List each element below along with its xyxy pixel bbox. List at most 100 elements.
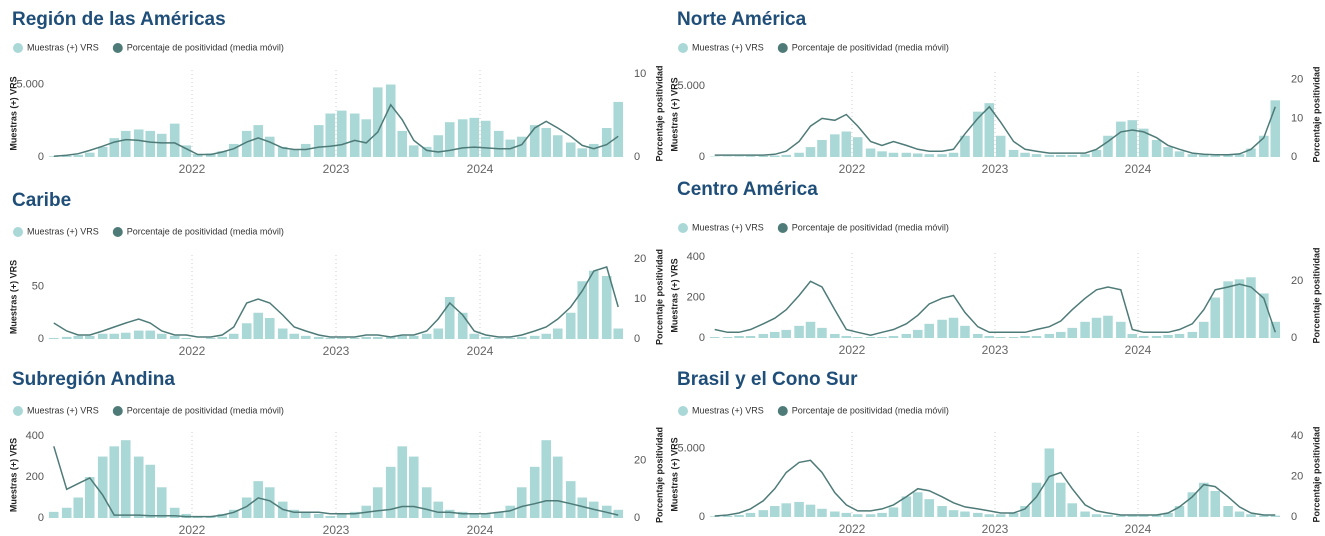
- bar: [48, 337, 59, 339]
- bar: [841, 131, 852, 157]
- chart-title: Norte América: [677, 9, 807, 30]
- bar: [241, 130, 252, 157]
- chart-panel: Caribe Muestras (+) VRS Porcentaje de posi…: [8, 190, 664, 358]
- bar: [1151, 140, 1162, 157]
- bar: [781, 154, 791, 157]
- bar: [433, 501, 444, 518]
- bar: [552, 135, 563, 157]
- bar: [277, 328, 288, 339]
- legend-marker: [678, 406, 688, 416]
- bar: [156, 487, 167, 518]
- bar: [1223, 281, 1233, 338]
- bar: [877, 336, 887, 338]
- bar: [1187, 154, 1198, 157]
- bar: [73, 497, 84, 518]
- legend-marker: [112, 406, 123, 416]
- bar: [516, 136, 527, 157]
- bar: [758, 510, 769, 517]
- bar: [397, 446, 408, 518]
- bar: [1116, 321, 1126, 338]
- bar: [120, 332, 131, 339]
- line: [53, 446, 619, 518]
- bar: [924, 323, 934, 338]
- bar: [397, 335, 408, 339]
- y-tick-label: 0: [38, 512, 44, 524]
- chart-panel: Centro América Muestras (+) VRS Porcentaje…: [669, 179, 1321, 357]
- bar: [865, 148, 876, 157]
- bar: [948, 317, 959, 338]
- bar: [444, 297, 455, 339]
- bar: [995, 135, 1006, 157]
- chart-title: Centro América: [677, 179, 818, 200]
- line: [714, 105, 1277, 156]
- bar: [960, 325, 970, 338]
- bar: [960, 135, 970, 157]
- bar: [1031, 154, 1042, 157]
- bar: [444, 122, 455, 157]
- bar: [97, 146, 108, 157]
- bar: [1259, 515, 1269, 517]
- bar: [1044, 333, 1055, 338]
- bar: [73, 154, 84, 157]
- bar: [156, 133, 167, 157]
- legend-label: Muestras (+) VRS: [692, 42, 764, 52]
- bar: [241, 497, 252, 518]
- bar: [865, 514, 876, 517]
- bar: [1103, 514, 1113, 517]
- bar: [145, 464, 156, 518]
- bar: [181, 145, 192, 157]
- line: [714, 280, 1277, 336]
- bar: [241, 323, 252, 339]
- bar: [1067, 503, 1077, 517]
- bar: [913, 329, 923, 338]
- bar: [169, 335, 180, 339]
- x-tick-label: 2022: [839, 162, 866, 176]
- chart-title: Subregión Andina: [12, 369, 175, 390]
- bar: [830, 134, 840, 157]
- bar: [924, 154, 934, 157]
- legend-marker: [777, 406, 788, 416]
- y-tick-label: 200: [687, 291, 705, 303]
- bar: [1246, 514, 1256, 517]
- bar: [960, 511, 970, 517]
- y2-tick-label: 0: [1291, 511, 1297, 523]
- bar: [408, 335, 419, 339]
- x-tick-label: 2024: [1125, 522, 1152, 536]
- bar: [794, 152, 804, 157]
- bar: [289, 149, 300, 157]
- bar: [313, 125, 324, 157]
- bar: [805, 504, 816, 517]
- bar: [228, 143, 239, 157]
- bar: [192, 154, 203, 157]
- bar: [758, 155, 769, 157]
- bar: [984, 335, 995, 338]
- bar: [480, 120, 491, 157]
- bar: [469, 333, 480, 339]
- bar: [361, 119, 372, 157]
- bar: [444, 509, 455, 518]
- bar: [1223, 506, 1233, 517]
- y2-tick-label: 0: [634, 151, 640, 163]
- bar: [97, 333, 108, 339]
- bar: [48, 156, 59, 157]
- y2-tick-label: 20: [1291, 470, 1303, 482]
- x-tick-label: 2023: [982, 343, 1009, 357]
- bar: [349, 113, 360, 157]
- bar: [361, 336, 372, 339]
- y-tick-label: 400: [26, 430, 44, 442]
- x-tick-label: 2023: [323, 523, 350, 536]
- chart-title: Caribe: [12, 190, 71, 211]
- bar: [253, 481, 264, 518]
- bar: [1138, 515, 1149, 517]
- y-tick-label: 0: [699, 332, 705, 344]
- bar: [1067, 327, 1077, 338]
- bar: [1020, 506, 1030, 517]
- y2-axis-label: Porcentaje positividad: [1311, 247, 1321, 343]
- bar: [1210, 490, 1220, 517]
- bar: [770, 331, 780, 338]
- bar: [277, 146, 288, 157]
- bar: [709, 516, 720, 517]
- bar: [888, 507, 899, 517]
- bar: [313, 336, 324, 339]
